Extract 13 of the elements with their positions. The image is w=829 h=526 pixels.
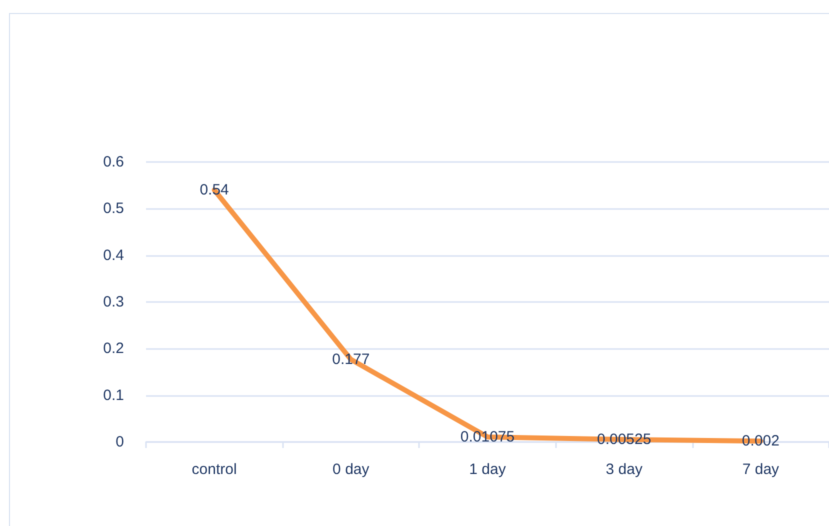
x-tick-label: 1 day (469, 461, 506, 478)
x-tick-label: 7 day (742, 461, 780, 478)
x-tick-label: control (192, 461, 237, 478)
data-label: 0.002 (742, 432, 780, 450)
y-tick-label: 0.5 (103, 200, 124, 218)
y-tick-label: 0.6 (103, 154, 124, 170)
x-tick-label: 3 day (606, 461, 643, 478)
y-tick-label: 0.4 (103, 246, 124, 264)
x-tick-label: 0 day (332, 461, 370, 478)
y-tick-label: 0 (116, 434, 124, 450)
y-tick-label: 0.1 (103, 386, 124, 404)
y-tick-label: 0.2 (103, 340, 124, 358)
y-tick-label: 0.3 (103, 294, 124, 310)
